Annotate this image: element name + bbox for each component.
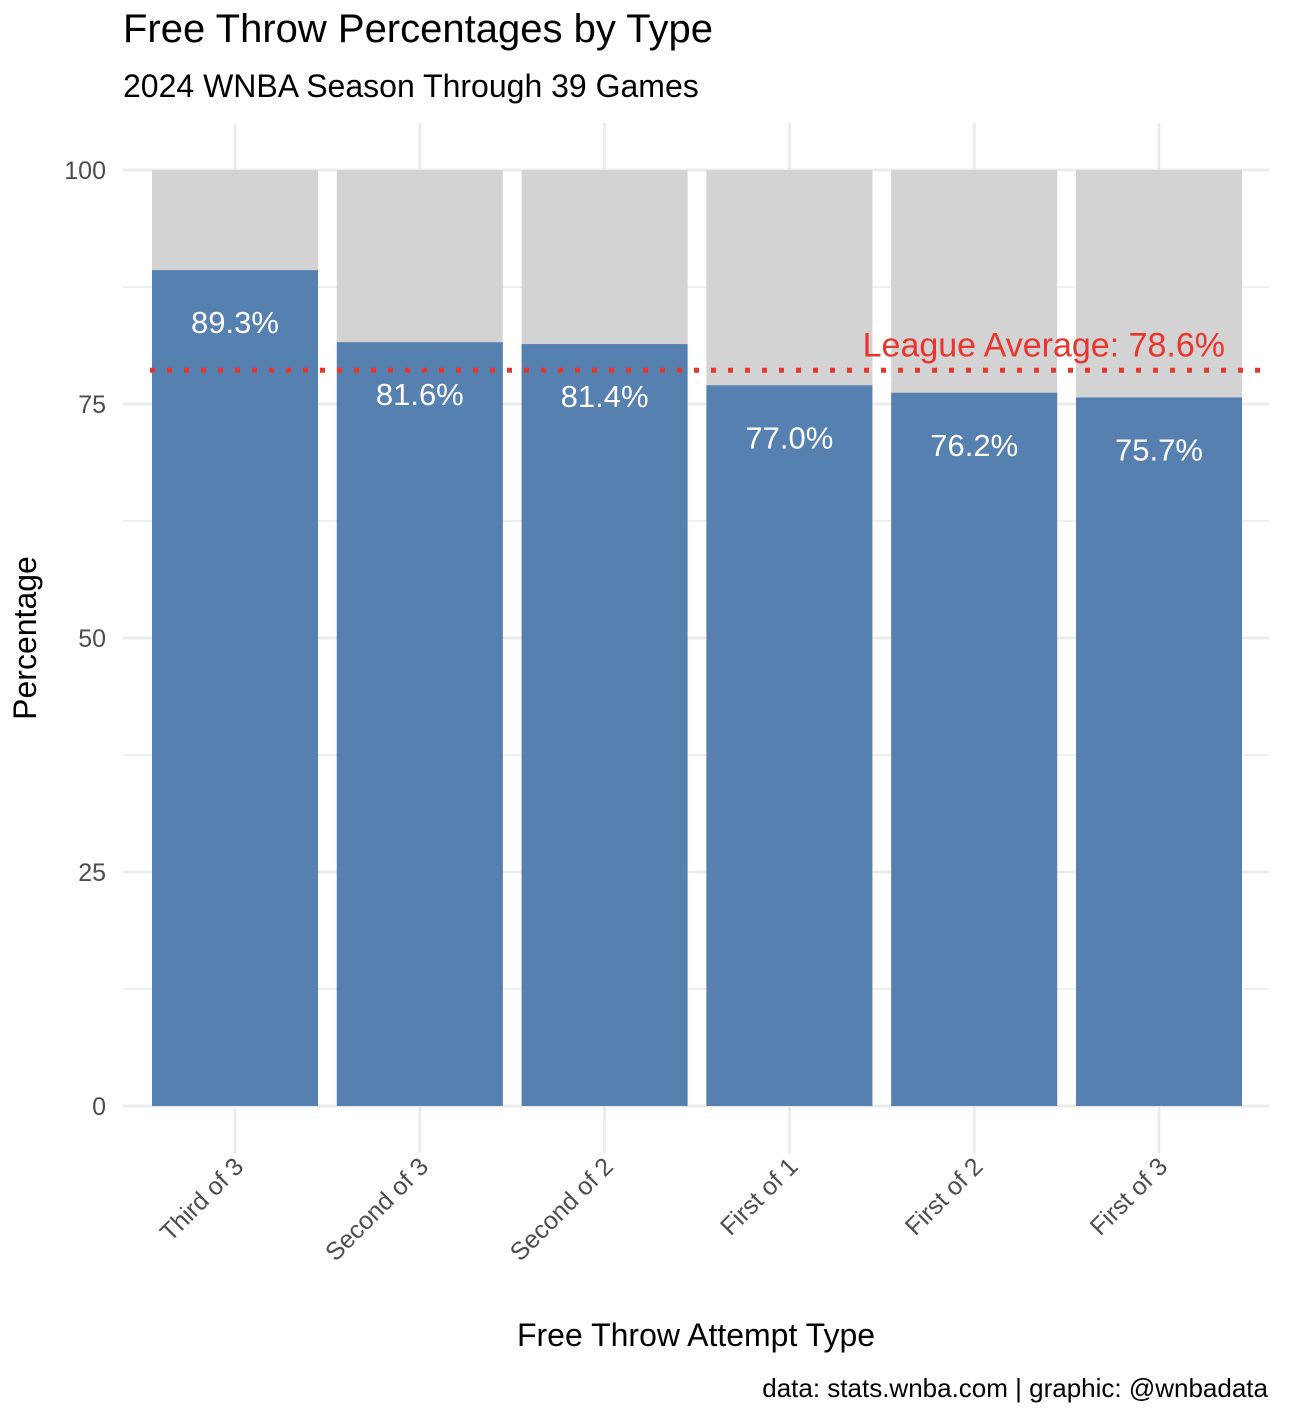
x-axis-tick-labels: Third of 3 Second of 3 Second of 2 First of… xyxy=(155,1152,1173,1266)
bar-value-label: 81.4% xyxy=(561,379,649,414)
y-tick-label: 25 xyxy=(78,859,106,887)
chart-title: Free Throw Percentages by Type xyxy=(123,7,713,51)
reference-line-group: League Average: 78.6% xyxy=(150,326,1269,373)
bar xyxy=(336,342,503,1106)
league-average-label: League Average: 78.6% xyxy=(863,326,1225,364)
bar xyxy=(1076,397,1242,1106)
y-axis-title: Percentage xyxy=(7,556,43,720)
bar xyxy=(152,270,318,1107)
x-tick-label: First of 3 xyxy=(1085,1152,1174,1241)
y-axis-tick-labels: 0 25 50 75 100 xyxy=(64,157,106,1121)
x-tick-label: First of 1 xyxy=(715,1152,804,1241)
bar xyxy=(521,344,688,1106)
bar xyxy=(891,392,1058,1106)
y-tick-label: 75 xyxy=(78,391,106,419)
bar-value-label: 77.0% xyxy=(745,420,833,455)
x-axis-title: Free Throw Attempt Type xyxy=(517,1317,875,1353)
bar-value-label: 76.2% xyxy=(930,428,1018,463)
bar-value-labels: 89.3% 81.6% 81.4% 77.0% 76.2% 75.7% xyxy=(191,305,1203,467)
x-tick-label: Third of 3 xyxy=(155,1152,249,1246)
x-tick-label: First of 2 xyxy=(900,1152,989,1241)
chart-caption: data: stats.wnba.com | graphic: @wnbadat… xyxy=(762,1373,1268,1403)
chart-subtitle: 2024 WNBA Season Through 39 Games xyxy=(123,68,699,104)
y-tick-label: 100 xyxy=(64,157,106,185)
bar-value-label: 89.3% xyxy=(191,305,279,340)
y-tick-label: 50 xyxy=(78,625,106,653)
x-tick-label: Second of 3 xyxy=(320,1152,434,1266)
bar-value-label: 81.6% xyxy=(376,377,464,412)
value-bars xyxy=(152,270,1242,1107)
x-tick-label: Second of 2 xyxy=(505,1152,619,1266)
bar xyxy=(706,385,873,1106)
y-tick-label: 0 xyxy=(92,1093,106,1121)
bar-value-label: 75.7% xyxy=(1115,432,1203,467)
